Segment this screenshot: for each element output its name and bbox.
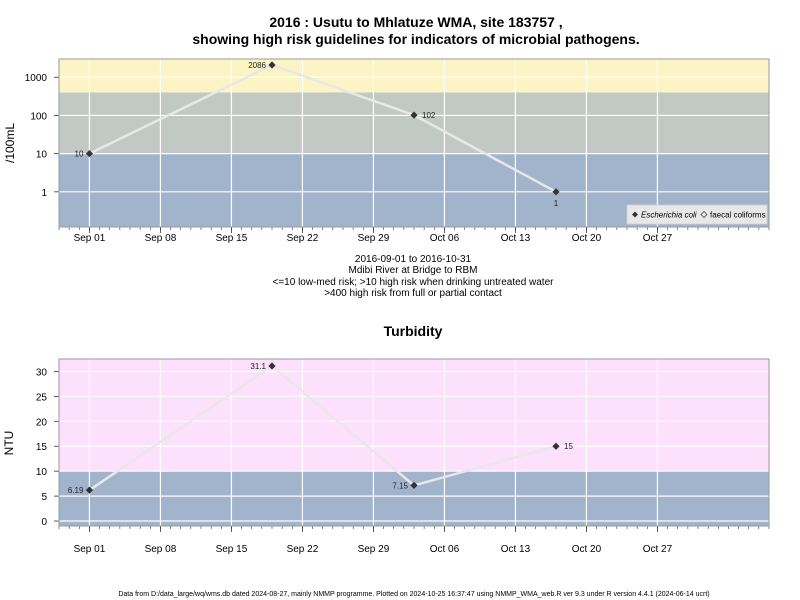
plot-frame (58, 358, 770, 527)
y-tick-label: 1000 (25, 73, 48, 84)
data-point (552, 188, 560, 196)
y-tick-label: 25 (36, 392, 48, 403)
x-tick-label: Sep 29 (358, 544, 390, 555)
data-point (268, 362, 276, 370)
data-point (85, 486, 94, 494)
legend-entry-faecal: faecal coliforms (710, 211, 766, 220)
data-point (268, 61, 276, 69)
x-tick-label: Oct 27 (643, 544, 673, 555)
y-tick-label: 5 (41, 492, 47, 503)
data-label: 15 (564, 442, 573, 451)
y-tick-label: 1 (41, 188, 47, 199)
y-tick-label: 10 (36, 467, 48, 478)
y-axis-label: /100mL (3, 123, 17, 163)
data-point (85, 150, 94, 158)
x-tick-label: Oct 20 (572, 544, 602, 555)
microbial-panel: Sep 01 Sep 08 Sep 15 Sep 22 Sep 29 Oct 06 Oct … (3, 58, 770, 244)
x-tick-label: Oct 06 (430, 233, 460, 244)
legend-marker-faecal (700, 211, 708, 218)
data-point (410, 111, 418, 119)
y-tick-label: 100 (30, 111, 47, 122)
turbidity-title: Turbidity (384, 323, 443, 339)
y-tick-label: 0 (41, 517, 47, 528)
data-point (410, 481, 418, 489)
x-tick-label: Sep 22 (287, 233, 319, 244)
legend-box (626, 204, 768, 225)
x-tick-label: Sep 15 (216, 233, 248, 244)
chart-title-line-2: showing high risk guidelines for indicat… (192, 31, 639, 47)
x-tick-label: Oct 13 (501, 233, 531, 244)
series-line (88, 364, 557, 492)
risk-band (59, 92, 769, 154)
x-tick-label: Oct 06 (430, 544, 460, 555)
series-line (88, 63, 557, 193)
x-tick-label: Sep 15 (216, 544, 248, 555)
risk-band (59, 471, 769, 526)
risk-band (59, 359, 769, 472)
y-axis-label: NTU (2, 431, 16, 456)
date-range-text: 2016-09-01 to 2016-10-31 (355, 254, 472, 265)
risk-note-1: <=10 low-med risk; >10 high risk when dr… (273, 277, 555, 288)
x-tick-label: Oct 13 (501, 544, 531, 555)
x-tick-label: Sep 01 (74, 233, 106, 244)
data-label: 2086 (248, 61, 266, 70)
y-tick-label: 10 (36, 150, 48, 161)
y-tick-label: 20 (36, 417, 48, 428)
y-tick-label: 30 (36, 367, 48, 378)
x-tick-label: Oct 27 (643, 233, 673, 244)
turbidity-panel: Sep 01 Sep 08 Sep 15 Sep 22 Sep 29 Oct 06 Oct … (2, 358, 770, 555)
data-label: 10 (75, 150, 84, 159)
chart-title-line-1: 2016 : Usutu to Mhlatuze WMA, site 18375… (269, 14, 562, 30)
data-label: 31.1 (250, 362, 266, 371)
footer-text: Data from D:/data_large/wq/wms.db dated … (118, 591, 709, 598)
data-label: 6.19 (68, 486, 84, 495)
x-tick-label: Sep 22 (287, 544, 319, 555)
x-tick-label: Sep 01 (74, 544, 106, 555)
y-tick-label: 15 (36, 442, 48, 453)
site-name-text: Mdibi River at Bridge to RBM (349, 265, 478, 276)
data-label: 102 (422, 111, 436, 120)
x-tick-label: Sep 08 (145, 544, 177, 555)
x-tick-label: Sep 08 (145, 233, 177, 244)
data-label: 7.15 (392, 481, 408, 490)
legend-marker-ecoli (632, 211, 638, 218)
x-tick-label: Oct 20 (572, 233, 602, 244)
x-tick-label: Sep 29 (358, 233, 390, 244)
risk-note-2: >400 high risk from full or partial cont… (324, 288, 502, 299)
plot-frame (58, 58, 770, 228)
data-label: 1 (554, 199, 559, 208)
risk-band (59, 59, 769, 93)
legend-entry-ecoli: Escherichia coli (641, 211, 697, 220)
data-point (552, 442, 560, 450)
